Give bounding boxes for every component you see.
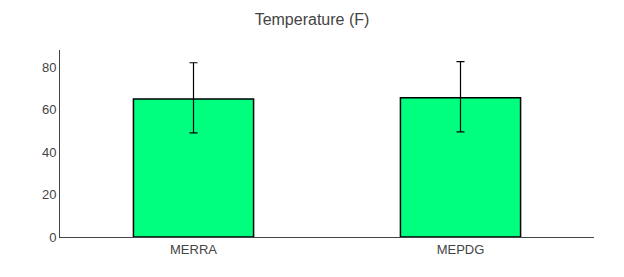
svg-text:20: 20 <box>42 187 56 202</box>
svg-text:MEPDG: MEPDG <box>437 242 485 257</box>
svg-text:MERRA: MERRA <box>170 242 217 257</box>
svg-text:0: 0 <box>49 230 56 245</box>
svg-text:80: 80 <box>42 60 56 75</box>
svg-text:40: 40 <box>42 145 56 160</box>
svg-text:60: 60 <box>42 102 56 117</box>
svg-text:Temperature (F): Temperature (F) <box>255 11 370 28</box>
